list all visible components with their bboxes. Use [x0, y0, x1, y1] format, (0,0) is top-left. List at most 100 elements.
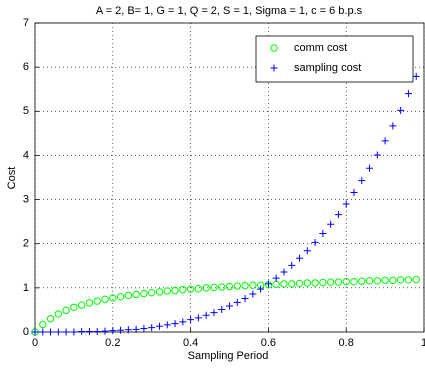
- marker: [334, 211, 342, 219]
- marker: [54, 310, 63, 318]
- marker: [163, 321, 171, 329]
- marker: [93, 297, 101, 305]
- legend-marker: [270, 44, 278, 52]
- marker: [187, 316, 195, 324]
- x-axis-label: Sampling Period: [188, 350, 269, 362]
- marker: [39, 328, 47, 336]
- marker: [288, 261, 296, 269]
- y-tick-label: 2: [23, 238, 29, 250]
- marker: [210, 283, 218, 292]
- marker: [389, 276, 397, 285]
- marker: [295, 279, 304, 288]
- marker: [46, 315, 55, 323]
- marker: [381, 276, 389, 285]
- marker: [264, 280, 272, 288]
- marker: [101, 327, 109, 335]
- marker: [365, 277, 374, 285]
- marker: [140, 324, 148, 332]
- marker: [412, 72, 420, 80]
- marker: [132, 325, 140, 333]
- marker: [70, 303, 78, 311]
- legend-marker: [270, 64, 278, 72]
- marker: [85, 328, 93, 336]
- marker: [311, 279, 319, 287]
- marker: [109, 327, 117, 335]
- marker: [396, 276, 405, 284]
- marker: [202, 311, 210, 319]
- marker: [148, 324, 156, 332]
- marker: [163, 287, 171, 295]
- marker: [179, 318, 187, 326]
- marker: [171, 286, 179, 295]
- marker: [109, 294, 117, 302]
- y-tick-label: 5: [23, 105, 29, 117]
- marker: [179, 285, 187, 294]
- y-axis-label: Cost: [6, 167, 18, 190]
- marker: [358, 277, 366, 285]
- legend-label: sampling cost: [294, 62, 361, 74]
- marker: [101, 295, 109, 304]
- x-tick-label: 1: [421, 337, 425, 349]
- marker: [280, 280, 288, 288]
- y-tick-label: 7: [23, 17, 29, 29]
- chart-title: A = 2, B= 1, G = 1, Q = 2, S = 1, Sigma …: [96, 5, 363, 17]
- x-tick-label: 0.4: [183, 337, 198, 349]
- marker: [334, 278, 343, 286]
- marker: [373, 277, 382, 285]
- x-tick-label: 0.6: [261, 337, 276, 349]
- marker: [78, 328, 86, 336]
- marker: [218, 305, 226, 313]
- marker: [186, 285, 195, 293]
- marker: [116, 292, 125, 301]
- marker: [404, 276, 413, 284]
- marker: [31, 328, 39, 336]
- marker: [124, 326, 132, 334]
- marker: [327, 220, 335, 228]
- marker: [148, 289, 156, 297]
- plot-frame: [34, 22, 425, 333]
- y-tick-label: 3: [23, 193, 29, 205]
- marker: [249, 290, 257, 298]
- y-tick-label: 1: [23, 282, 29, 294]
- marker: [47, 328, 55, 336]
- marker: [326, 278, 335, 286]
- marker: [288, 280, 296, 288]
- marker: [303, 279, 311, 287]
- marker: [241, 281, 249, 290]
- marker: [280, 268, 288, 276]
- marker: [140, 289, 148, 298]
- marker: [233, 298, 241, 306]
- marker: [155, 322, 163, 330]
- marker: [194, 285, 203, 293]
- marker: [39, 320, 47, 329]
- marker: [397, 106, 405, 114]
- marker: [381, 137, 389, 145]
- x-tick-label: 0: [32, 337, 38, 349]
- marker: [272, 274, 280, 282]
- y-tick-label: 0: [23, 326, 29, 338]
- marker: [319, 278, 327, 287]
- marker: [226, 302, 233, 310]
- marker: [62, 306, 70, 315]
- marker: [342, 200, 350, 208]
- marker: [93, 328, 101, 336]
- marker: [319, 230, 327, 238]
- marker: [311, 238, 319, 246]
- marker: [54, 328, 62, 336]
- marker: [296, 254, 304, 262]
- marker: [303, 247, 311, 255]
- marker: [373, 151, 381, 159]
- marker: [389, 122, 397, 130]
- marker: [233, 282, 241, 290]
- marker: [257, 285, 265, 293]
- marker: [62, 328, 70, 336]
- marker: [171, 320, 179, 328]
- marker: [241, 294, 249, 302]
- y-tick-label: 4: [23, 149, 29, 161]
- marker: [202, 284, 210, 292]
- marker: [366, 164, 374, 172]
- marker: [210, 309, 218, 317]
- y-tick-label: 6: [23, 61, 29, 73]
